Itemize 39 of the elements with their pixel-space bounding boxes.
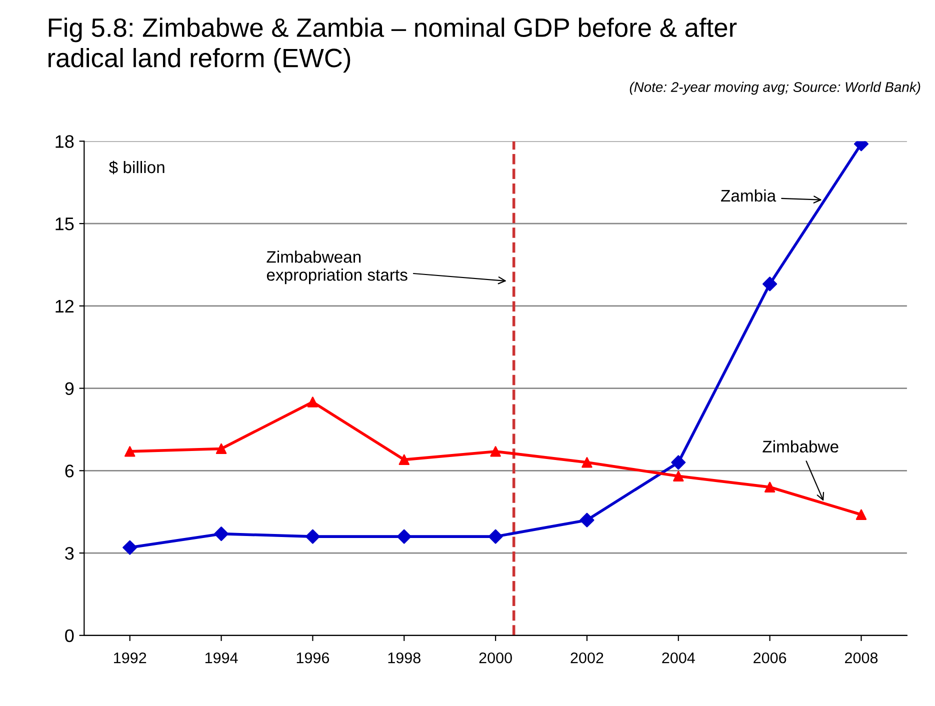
chart-title: Fig 5.8: Zimbabwe & Zambia – nominal GDP before & after radical land reform (EWC) xyxy=(48,18,737,73)
y-tick-label: 18 xyxy=(56,135,74,148)
point xyxy=(398,454,410,466)
text: Zambia xyxy=(721,189,776,202)
point xyxy=(673,470,684,482)
x-tick-label: 1998 xyxy=(388,652,420,664)
point xyxy=(214,526,229,542)
y-tick-label: 6 xyxy=(65,464,74,478)
point xyxy=(671,455,686,470)
x-tick-label: 2006 xyxy=(754,652,786,664)
x-tick-label: 1996 xyxy=(296,652,330,664)
point xyxy=(307,396,318,408)
point xyxy=(762,276,778,292)
x-tick-label: 2000 xyxy=(479,652,512,664)
y-tick-label: 3 xyxy=(65,546,74,560)
y-tick-label: 0 xyxy=(65,629,74,642)
x-tick-label: 2002 xyxy=(570,652,604,664)
point xyxy=(216,443,227,454)
point xyxy=(490,446,501,457)
series-label: Zimbabwe xyxy=(762,440,838,453)
x-tick-label: 1992 xyxy=(114,652,146,664)
point xyxy=(122,540,138,555)
point xyxy=(124,446,136,457)
x-tick-label: 2004 xyxy=(662,652,695,664)
x-tick-label: 1994 xyxy=(205,652,238,664)
point xyxy=(856,509,867,520)
x-tick-label: 2008 xyxy=(845,652,878,664)
y-tick-label: 9 xyxy=(65,382,74,396)
point xyxy=(764,482,776,492)
y-tick-label: 12 xyxy=(56,300,74,312)
point xyxy=(580,512,594,528)
point xyxy=(488,529,503,544)
point xyxy=(396,529,412,544)
point xyxy=(305,529,320,544)
ref-line-label: Zimbabwean expropriation starts xyxy=(266,250,408,284)
text: (Note: 2-year moving avg; Source: World Bank) xyxy=(630,82,920,95)
point xyxy=(582,457,592,468)
y-tick-label: 15 xyxy=(56,218,74,230)
y-axis-title: $ billion xyxy=(109,160,164,174)
